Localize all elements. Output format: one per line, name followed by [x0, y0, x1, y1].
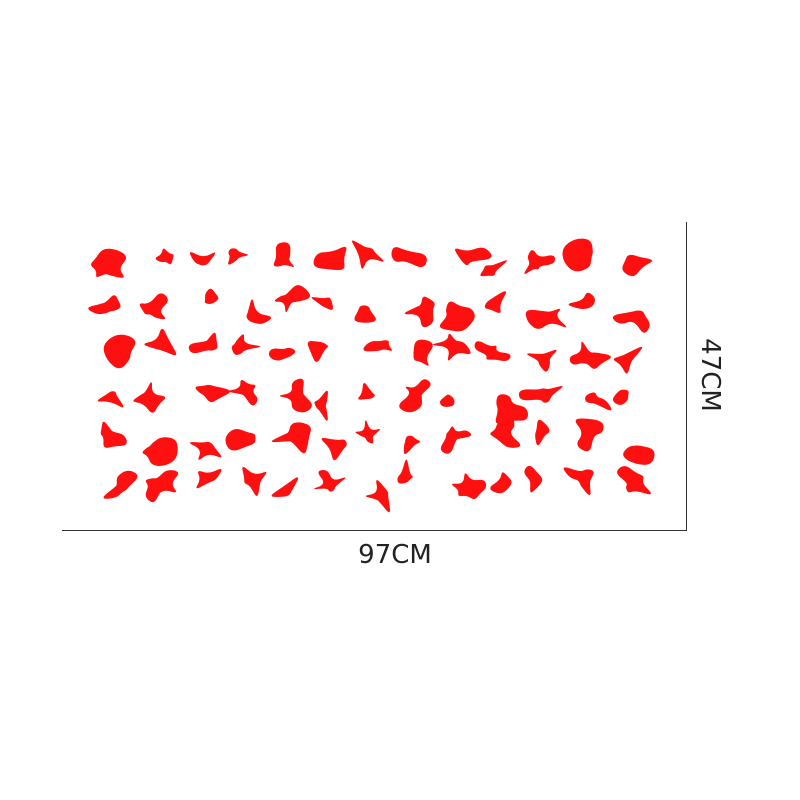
camo-blob: [575, 418, 604, 452]
camo-blob: [474, 341, 511, 362]
camo-blob: [484, 291, 507, 313]
camo-blob: [563, 467, 594, 496]
camo-blob: [155, 248, 174, 265]
camo-blob: [413, 339, 433, 366]
camo-blob: [142, 437, 178, 466]
camo-blob: [231, 334, 261, 355]
camo-blob: [189, 252, 216, 266]
camo-blob: [623, 445, 655, 465]
camo-blob: [91, 248, 127, 278]
camo-blob: [311, 297, 333, 310]
camo-blob: [314, 390, 328, 421]
camo-blob: [432, 333, 471, 361]
camo-blob: [103, 470, 138, 499]
camo-blob: [617, 466, 651, 495]
camo-blob: [518, 385, 563, 403]
camo-blob: [279, 378, 312, 413]
camo-blob: [189, 441, 222, 460]
camo-blob: [365, 480, 391, 513]
camo-blob: [100, 421, 127, 448]
camo-blob: [569, 341, 611, 369]
camo-blob: [568, 292, 595, 309]
camo-blob: [524, 465, 543, 493]
camo-blob: [363, 340, 392, 352]
width-dimension-line: [62, 530, 687, 531]
camo-blob: [204, 288, 219, 304]
camo-blob: [439, 301, 475, 332]
camo-blob: [144, 328, 177, 356]
camo-blob: [145, 470, 179, 503]
camo-blob: [585, 392, 612, 411]
camo-blob: [188, 332, 218, 354]
camo-blob: [452, 473, 487, 500]
width-label: 97CM: [358, 540, 432, 570]
camo-blob: [271, 477, 299, 497]
camo-blob: [440, 426, 472, 454]
camo-blob: [97, 391, 124, 408]
camo-blob: [439, 394, 455, 407]
camo-blob: [352, 240, 384, 269]
camo-blob: [228, 248, 248, 265]
camo-blob: [103, 334, 136, 369]
camo-blob: [273, 242, 294, 268]
camo-blob: [225, 428, 256, 451]
camo-blob: [196, 469, 222, 489]
camo-blob: [490, 415, 521, 448]
camo-blob: [307, 341, 328, 362]
camo-blob: [613, 346, 643, 374]
camo-blob: [612, 389, 629, 405]
camo-blob: [525, 308, 567, 329]
camo-blob: [268, 347, 296, 361]
camo-blob: [524, 250, 556, 274]
camo-blob: [242, 466, 267, 497]
camo-blob: [195, 384, 231, 403]
camo-blob: [358, 383, 375, 400]
camo-blob: [274, 285, 311, 313]
camo-blob: [313, 470, 346, 492]
camo-blob: [455, 247, 492, 266]
camo-blob: [480, 260, 508, 277]
camo-blob: [527, 349, 557, 372]
camo-blob: [397, 459, 413, 484]
height-label: 47CM: [695, 338, 725, 412]
camo-blob: [88, 295, 121, 315]
height-dimension-line: [686, 222, 687, 531]
camo-blob: [133, 382, 166, 413]
camo-blob: [391, 247, 427, 268]
camo-blob: [313, 246, 347, 271]
camo-blob: [495, 394, 528, 424]
camo-blob: [622, 254, 653, 277]
camo-blob: [271, 422, 311, 454]
camo-blob: [535, 419, 550, 446]
camo-blob: [562, 238, 593, 272]
camo-blob: [321, 438, 347, 461]
camo-blob: [403, 435, 421, 455]
camo-blob: [354, 305, 376, 323]
camo-blob: [246, 299, 272, 324]
camo-blob: [228, 379, 258, 406]
camo-blob: [404, 296, 435, 328]
camo-blob: [355, 420, 380, 444]
camo-blob: [399, 379, 431, 413]
camo-blob: [490, 472, 512, 494]
camo-blob: [139, 293, 168, 320]
camo-blob: [612, 310, 650, 333]
